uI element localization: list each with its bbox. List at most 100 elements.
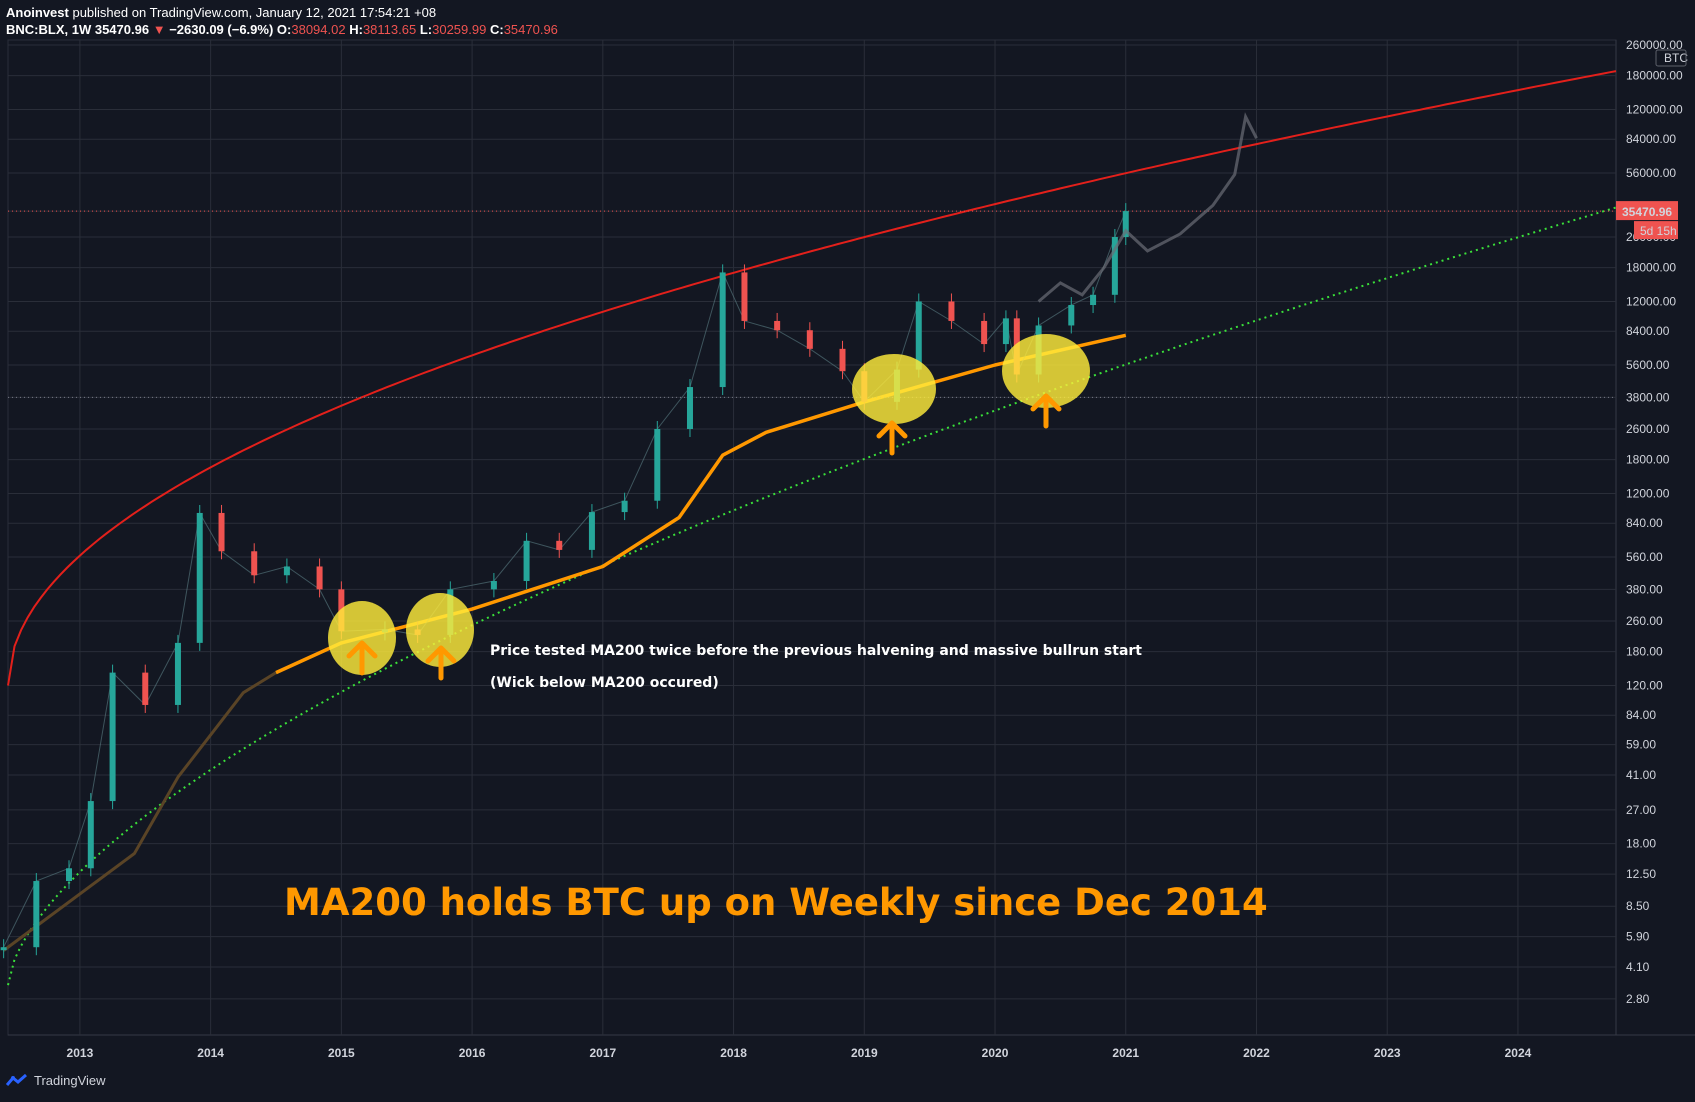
candle bbox=[774, 320, 781, 331]
price-tick-label: 12.50 bbox=[1626, 867, 1656, 881]
price-tick-label: 84000.00 bbox=[1626, 132, 1676, 146]
time-tick-label: 2015 bbox=[328, 1046, 355, 1060]
close-value: 35470.96 bbox=[503, 22, 558, 37]
time-tick-label: 2019 bbox=[851, 1046, 878, 1060]
candle bbox=[915, 301, 922, 370]
time-tick-label: 2013 bbox=[67, 1046, 94, 1060]
trend-dotted-line bbox=[7, 206, 1617, 986]
text-annotations: Price tested MA200 twice before the prev… bbox=[284, 643, 1268, 924]
up-arrow-icon bbox=[346, 640, 378, 676]
candle bbox=[66, 868, 73, 882]
annotation-wick: (Wick below MA200 occured) bbox=[490, 675, 719, 691]
price-tick-label: 8.50 bbox=[1626, 899, 1650, 913]
down-arrow-icon: ▼ bbox=[152, 22, 166, 37]
time-tick-label: 2023 bbox=[1374, 1046, 1401, 1060]
up-arrow-icon bbox=[1030, 393, 1062, 429]
price-tick-label: 120000.00 bbox=[1626, 102, 1683, 116]
price-tick-label: 380.00 bbox=[1626, 582, 1663, 596]
price-tick-label: 27.00 bbox=[1626, 803, 1656, 817]
open-label: O: bbox=[276, 22, 292, 37]
highlight-circle bbox=[328, 601, 396, 675]
candle bbox=[719, 272, 726, 388]
candle bbox=[948, 301, 955, 321]
candle bbox=[1002, 318, 1009, 345]
price-tick-label: 5600.00 bbox=[1626, 358, 1670, 372]
candle bbox=[1090, 294, 1097, 306]
price-tick-label: 840.00 bbox=[1626, 516, 1663, 530]
price-tick-label: 120.00 bbox=[1626, 678, 1663, 692]
candle bbox=[33, 881, 40, 948]
arrow-annotations bbox=[346, 393, 1062, 681]
price-axis[interactable]: 260000.00 180000.00 120000.00 84000.00 56000… bbox=[1626, 38, 1688, 1006]
publish-line: Anoinvest published on TradingView.com, … bbox=[6, 4, 558, 21]
highlight-circle bbox=[852, 354, 936, 424]
candle bbox=[109, 672, 116, 802]
time-tick-label: 2017 bbox=[589, 1046, 616, 1060]
price-tick-label: 4.10 bbox=[1626, 960, 1650, 974]
up-arrow-icon bbox=[425, 645, 457, 681]
candle bbox=[588, 512, 595, 550]
up-arrow-icon bbox=[876, 420, 908, 456]
candle bbox=[523, 540, 530, 582]
ma200-line bbox=[275, 333, 1127, 675]
last-price-tag-box bbox=[1616, 201, 1678, 221]
publish-info: published on TradingView.com, January 12… bbox=[72, 5, 437, 20]
candle bbox=[1122, 211, 1129, 237]
currency-unit-box bbox=[1655, 49, 1687, 67]
symbol-label[interactable]: BNC:BLX, 1W bbox=[6, 22, 92, 37]
last-price-tag: 35470.96 5d 15h bbox=[1616, 201, 1678, 240]
candle bbox=[196, 512, 203, 643]
price-tick-label: 1800.00 bbox=[1626, 453, 1670, 467]
price-path bbox=[3, 210, 1127, 948]
log-regression-curve bbox=[7, 70, 1617, 686]
candle bbox=[218, 512, 225, 552]
candle bbox=[316, 566, 323, 590]
chart-header: Anoinvest published on TradingView.com, … bbox=[6, 4, 558, 38]
projection-path bbox=[1037, 112, 1258, 303]
footer-brand[interactable]: TradingView bbox=[6, 1073, 106, 1088]
candle bbox=[0, 947, 7, 951]
candle bbox=[654, 429, 661, 501]
time-tick-label: 2018 bbox=[720, 1046, 747, 1060]
circle-annotations bbox=[328, 334, 1090, 675]
highlight-circle bbox=[1002, 334, 1090, 408]
candle bbox=[621, 500, 628, 513]
candles-layer bbox=[0, 112, 1258, 959]
candle bbox=[839, 348, 846, 372]
price-tick-label: 18000.00 bbox=[1626, 261, 1676, 275]
candle bbox=[1111, 237, 1118, 295]
price-tick-label: 1200.00 bbox=[1626, 486, 1670, 500]
price-tick-label: 5.90 bbox=[1626, 930, 1650, 944]
price-tick-label: 2.80 bbox=[1626, 992, 1650, 1006]
price-tick-label: 56000.00 bbox=[1626, 166, 1676, 180]
price-tick-label: 560.00 bbox=[1626, 550, 1663, 564]
candle bbox=[741, 272, 748, 321]
ohlc-line: BNC:BLX, 1W 35470.96 ▼ −2630.09 (−6.9%) … bbox=[6, 21, 558, 38]
price-tick-label: 41.00 bbox=[1626, 768, 1656, 782]
annotation-ma200-test: Price tested MA200 twice before the prev… bbox=[490, 643, 1142, 659]
candle bbox=[686, 387, 693, 429]
high-value: 38113.65 bbox=[362, 22, 417, 37]
candle bbox=[174, 642, 181, 705]
ma200-line-early bbox=[2, 671, 277, 952]
candle bbox=[806, 330, 813, 349]
price-tick-label: 12000.00 bbox=[1626, 294, 1676, 308]
countdown-tag-value: 5d 15h bbox=[1640, 224, 1677, 238]
time-tick-label: 2021 bbox=[1112, 1046, 1139, 1060]
chart-curves bbox=[2, 70, 1617, 986]
high-label: H: bbox=[349, 22, 363, 37]
candle bbox=[142, 672, 149, 705]
price-change: −2630.09 (−6.9%) bbox=[169, 22, 274, 37]
annotation-headline: MA200 holds BTC up on Weekly since Dec 2… bbox=[284, 881, 1268, 924]
brand-name: TradingView bbox=[34, 1073, 106, 1088]
last-price: 35470.96 bbox=[94, 22, 150, 37]
open-value: 38094.02 bbox=[291, 22, 346, 37]
price-tick-label: 3800.00 bbox=[1626, 390, 1670, 404]
time-axis[interactable]: 2013 2014 2015 2016 2017 2018 2019 2020 2021 2022… bbox=[67, 1046, 1532, 1060]
tradingview-logo-icon bbox=[6, 1073, 27, 1086]
price-tick-label: 180000.00 bbox=[1626, 69, 1683, 83]
close-label: C: bbox=[489, 22, 504, 37]
author-name[interactable]: Anoinvest bbox=[6, 5, 69, 20]
candle bbox=[556, 540, 563, 550]
